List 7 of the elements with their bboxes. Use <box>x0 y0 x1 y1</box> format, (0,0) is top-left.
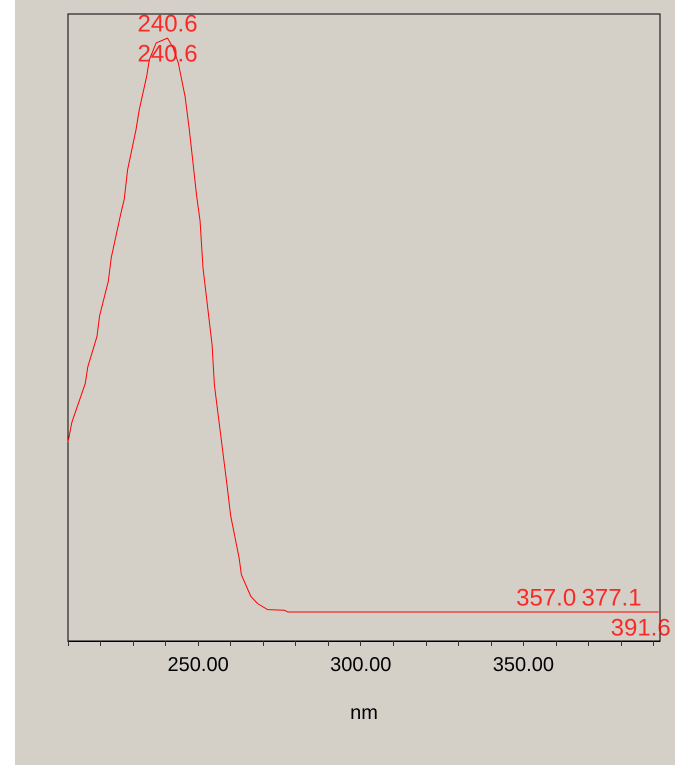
x-axis-title: nm <box>350 702 378 724</box>
x-tick-label: 300.00 <box>330 654 392 676</box>
annotation: 377.1 <box>582 584 642 612</box>
x-tick-label: 250.00 <box>168 654 229 676</box>
x-tick-label: 350.00 <box>492 654 554 676</box>
annotation: 357.0 <box>516 584 576 612</box>
annotation: 240.6 <box>138 10 198 38</box>
